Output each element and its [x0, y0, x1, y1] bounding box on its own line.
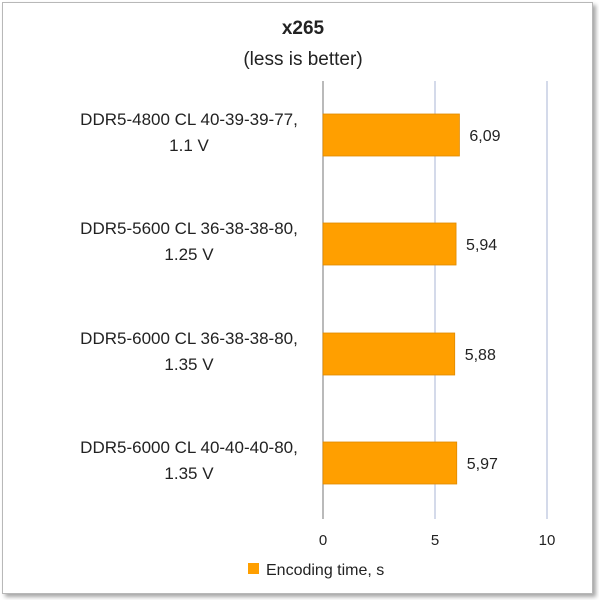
category-labels: DDR5-4800 CL 40-39-39-77, 1.1 V DDR5-5600 … — [80, 110, 298, 483]
legend-label: Encoding time, s — [266, 562, 384, 579]
value-label-3: 5,88 — [465, 347, 496, 364]
value-labels: 6,09 5,94 5,88 5,97 — [465, 128, 501, 473]
category-label-3: DDR5-6000 CL 36-38-38-80, 1.35 V — [80, 329, 298, 374]
bar-3 — [322, 332, 456, 376]
tick-label-5: 5 — [431, 532, 439, 549]
chart-title: x265 — [282, 18, 325, 39]
category-label-4: DDR5-6000 CL 40-40-40-80, 1.35 V — [80, 438, 298, 483]
bar-4 — [322, 441, 458, 485]
legend-swatch — [248, 563, 259, 574]
bars — [322, 113, 460, 485]
value-label-2: 5,94 — [466, 237, 497, 254]
bar-1 — [322, 113, 460, 157]
tick-label-0: 0 — [319, 532, 327, 549]
bar-2 — [322, 222, 457, 266]
category-label-2: DDR5-5600 CL 36-38-38-80, 1.25 V — [80, 219, 298, 264]
bar-chart: 6,09 5,94 5,88 5,97 DDR5-4800 CL 40-39-39-7… — [80, 18, 556, 579]
tick-label-10: 10 — [539, 532, 556, 549]
chart-frame: 6,09 5,94 5,88 5,97 DDR5-4800 CL 40-39-39-7… — [2, 2, 593, 594]
axis-ticks: 0 5 10 — [319, 532, 556, 549]
category-label-1: DDR5-4800 CL 40-39-39-77, 1.1 V — [80, 110, 298, 155]
legend: Encoding time, s — [248, 562, 384, 579]
value-label-4: 5,97 — [467, 456, 498, 473]
chart-subtitle: (less is better) — [243, 49, 362, 70]
value-label-1: 6,09 — [469, 128, 500, 145]
